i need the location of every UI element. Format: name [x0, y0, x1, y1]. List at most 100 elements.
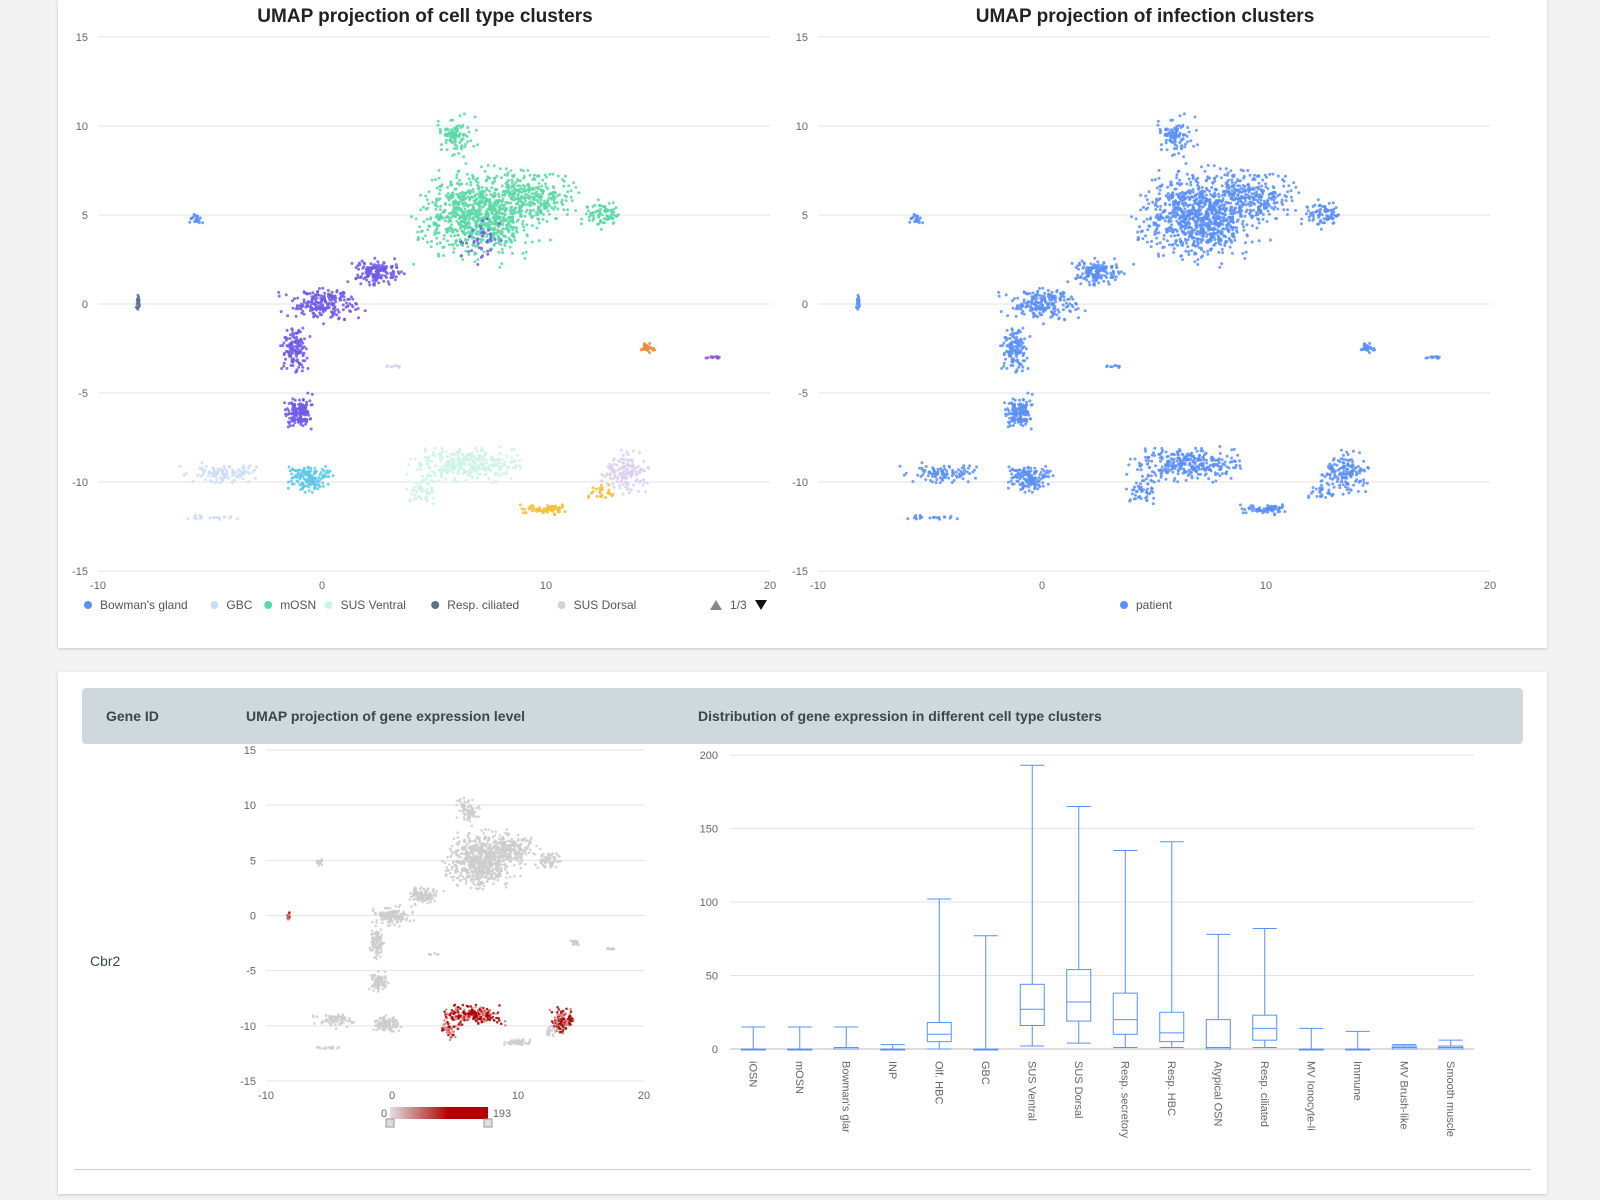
cell-point [497, 225, 501, 229]
cell-point [1268, 172, 1272, 176]
cell-point [1265, 220, 1269, 223]
cell-point [482, 250, 486, 254]
cell-point [523, 508, 527, 511]
cell-point [1311, 211, 1315, 215]
cell-point [1037, 293, 1041, 297]
cell-point [488, 189, 491, 193]
cell-point [1236, 194, 1240, 198]
cell-point [626, 486, 630, 490]
cell-point [631, 449, 635, 453]
cell-point [465, 172, 469, 176]
cell-point [544, 185, 548, 189]
cell-point [1040, 294, 1044, 298]
cell-point [1020, 369, 1024, 373]
cell-point [1141, 205, 1145, 209]
legend-label: GBC [226, 598, 252, 612]
pager-up-icon[interactable] [710, 600, 722, 610]
cell-point [1257, 181, 1261, 185]
cell-point [535, 226, 539, 230]
cell-point [1230, 219, 1234, 223]
cell-point [476, 242, 480, 246]
cell-point [586, 209, 590, 213]
cell-point [282, 361, 286, 365]
cell-point [421, 237, 425, 241]
cell-point [565, 213, 569, 216]
cell-point [1240, 214, 1244, 218]
cell-point [385, 364, 389, 368]
cell-point [537, 181, 541, 185]
cell-point [1061, 308, 1065, 312]
cell-point [351, 305, 355, 309]
cell-point [600, 204, 604, 208]
cell-point [463, 191, 467, 195]
cell-point [1007, 352, 1011, 356]
cell-point [503, 460, 507, 464]
cell-point [1253, 173, 1256, 177]
cell-point [440, 451, 443, 455]
cell-point [1080, 259, 1084, 263]
cell-point [291, 467, 294, 471]
cell-point [497, 216, 501, 220]
cell-point [1191, 177, 1195, 180]
cell-point [291, 347, 295, 351]
cell-point [1018, 344, 1022, 348]
cell-point [376, 260, 380, 264]
cell-point [287, 465, 291, 469]
cell-point [321, 484, 325, 488]
cell-point [455, 181, 459, 185]
cell-point [1187, 253, 1191, 256]
cell-point [1189, 180, 1193, 184]
cell-point [293, 345, 297, 348]
cell-point [622, 466, 626, 470]
cell-point [591, 486, 595, 490]
cell-point [434, 464, 438, 468]
cell-point [1200, 165, 1203, 169]
cell-point [464, 454, 468, 458]
cell-point [1010, 327, 1014, 331]
cell-point [1087, 280, 1091, 284]
cell-point [525, 208, 529, 212]
cell-point [304, 412, 308, 416]
y-tick-label: -15 [792, 566, 808, 578]
cell-point [413, 485, 416, 489]
cell-point [308, 472, 312, 475]
cell-point [438, 188, 442, 192]
cell-point [501, 462, 505, 466]
cell-point [480, 165, 483, 169]
cell-point [335, 313, 339, 317]
cell-point [600, 473, 604, 477]
cell-point [1180, 254, 1184, 258]
cell-point [627, 491, 631, 495]
x-tick-label: 0 [319, 580, 325, 592]
cell-point [1017, 418, 1021, 422]
cell-point [642, 481, 646, 485]
cell-point [653, 348, 657, 352]
cell-point [372, 283, 376, 287]
cell-point [486, 214, 490, 218]
cell-point [503, 203, 507, 207]
cell-point [620, 475, 624, 479]
cell-point [644, 490, 648, 494]
cell-point [295, 469, 299, 472]
cell-point [242, 464, 246, 468]
cell-point [458, 178, 461, 182]
cell-point [460, 147, 464, 151]
cell-point [536, 205, 540, 209]
cell-point [626, 467, 630, 471]
cell-point [494, 187, 498, 191]
cell-point [395, 265, 399, 269]
cell-point [320, 306, 324, 310]
cell-point [334, 300, 338, 304]
cell-point [1046, 292, 1050, 296]
cell-point [1217, 225, 1221, 229]
cell-point [1259, 188, 1263, 192]
cell-point [302, 312, 306, 316]
cell-point [453, 143, 457, 146]
cell-point [605, 473, 609, 477]
cell-point [1077, 276, 1080, 279]
cell-point [622, 461, 626, 465]
cell-point [1211, 204, 1215, 208]
pager-down-icon[interactable] [755, 600, 767, 610]
